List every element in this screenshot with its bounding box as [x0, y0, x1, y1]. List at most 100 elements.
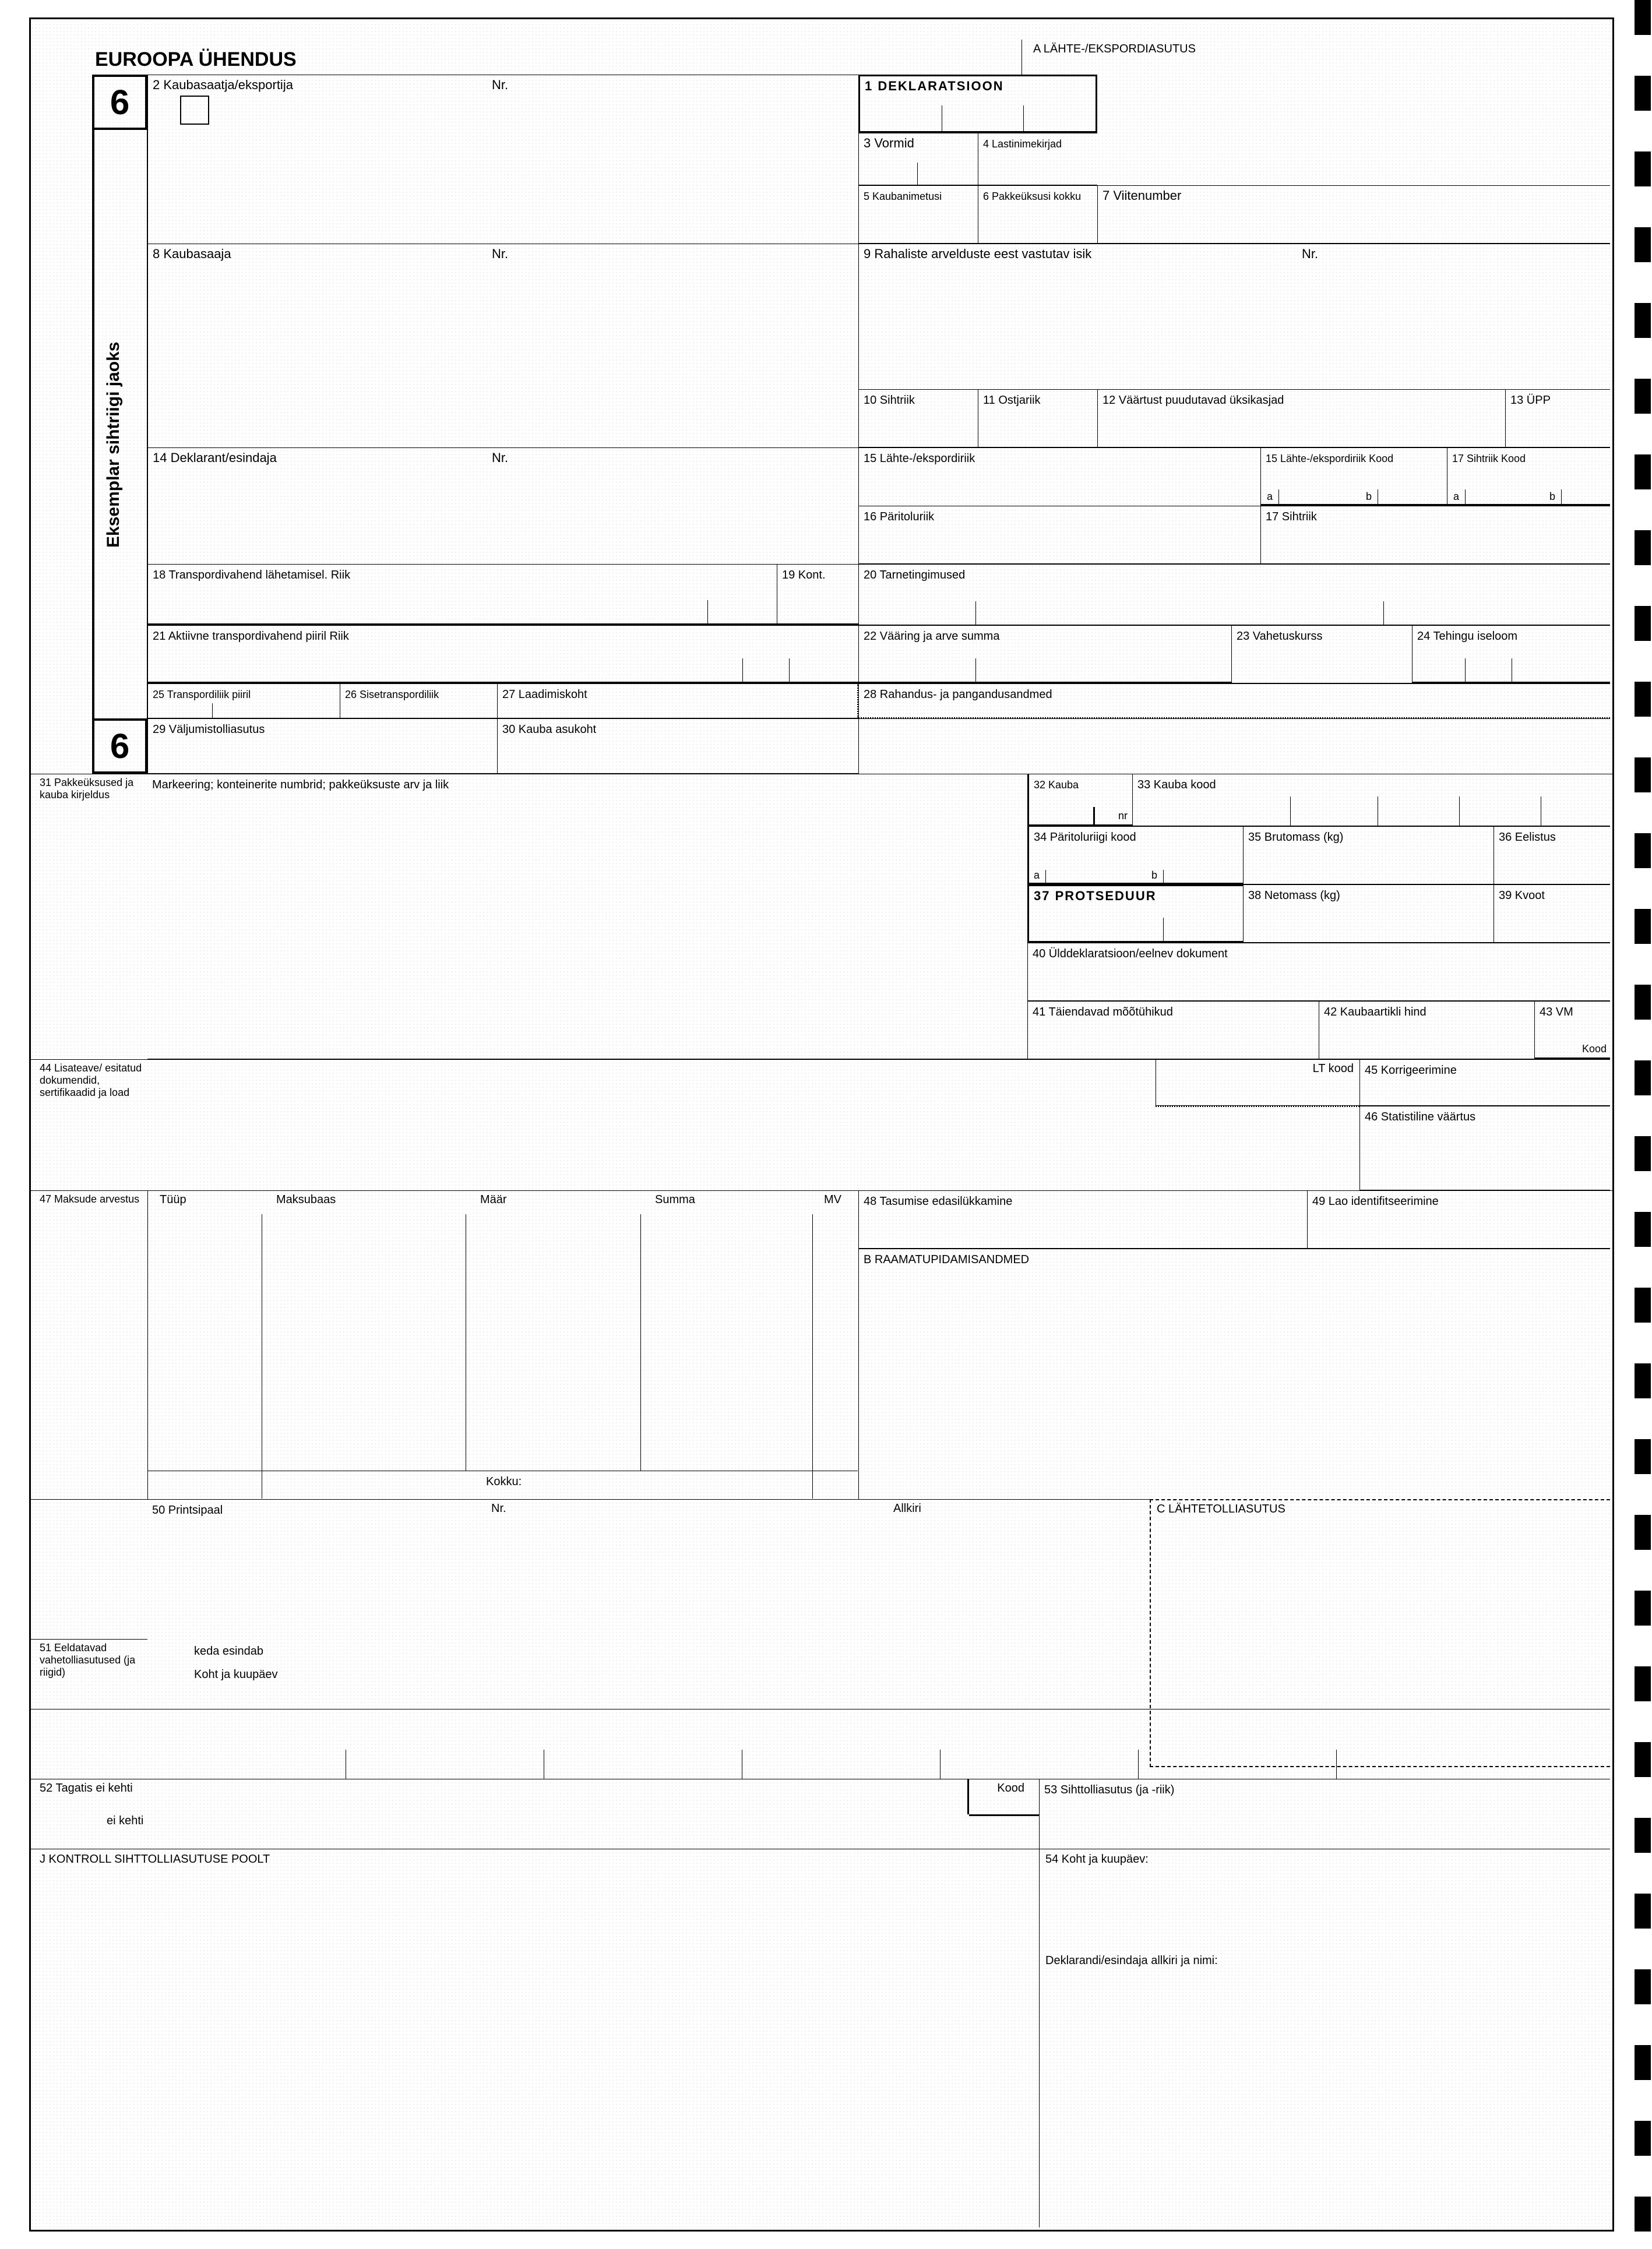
box-3[interactable]: 3 Vormid	[858, 133, 978, 185]
box-28[interactable]: 28 Rahandus- ja pangandusandmed	[858, 683, 1610, 718]
form-page: EUROOPA ÜHENDUS A LÄHTE-/EKSPORDIASUTUS …	[29, 17, 1614, 2232]
box-54[interactable]: 54 Koht ja kuupäev: Deklarandi/esindaja …	[1039, 1849, 1610, 2227]
box-4[interactable]: 4 Lastinimekirjad	[978, 133, 1097, 185]
box-14[interactable]: 14 Deklarant/esindaja Nr.	[147, 447, 858, 564]
box-20[interactable]: 20 Tarnetingimused	[858, 564, 1610, 625]
box-42-label: 42 Kaubaartikli hind	[1324, 1006, 1426, 1018]
box-27-label: 27 Laadimiskoht	[502, 688, 587, 701]
box-8[interactable]: 8 Kaubasaaja Nr.	[147, 244, 858, 447]
box-29[interactable]: 29 Väljumistolliasutus	[147, 718, 497, 774]
box-53-label: 53 Sihttolliasutus (ja -riik)	[1044, 1783, 1174, 1796]
box-7-label: 7 Viitenumber	[1102, 188, 1181, 203]
box-25[interactable]: 25 Transpordiliik piiril	[147, 683, 340, 718]
box-19[interactable]: 19 Kont.	[777, 564, 858, 625]
box-32-label: 32 Kauba	[1034, 779, 1079, 791]
box-50[interactable]: 50 Printsipaal Nr. Allkiri	[147, 1499, 1150, 1656]
box-2[interactable]: 2 Kaubasaatja/eksportija Nr.	[147, 75, 858, 244]
box-47-table[interactable]: Tüüp Maksubaas Määr Summa MV Kokku:	[147, 1190, 858, 1499]
box-9[interactable]: 9 Rahaliste arvelduste eest vastutav isi…	[858, 244, 1610, 389]
doc-title: EUROOPA ÜHENDUS	[95, 48, 297, 71]
sub-b-15: b	[1366, 491, 1372, 503]
box-52-kood: Kood	[997, 1782, 1024, 1795]
box-8-nr: Nr.	[492, 246, 508, 262]
box-15a[interactable]: 15 Lähte-/ekspordiriik Kood a b	[1260, 447, 1447, 506]
box-19-label: 19 Kont.	[782, 569, 826, 581]
copy-number-bottom-val: 6	[110, 727, 129, 766]
box-c-label: C LÄHTETOLLIASUTUS	[1157, 1503, 1285, 1516]
box-43[interactable]: 43 VM Kood	[1534, 1001, 1610, 1059]
box-13[interactable]: 13 ÜPP	[1505, 389, 1610, 447]
kokku-label: Kokku:	[486, 1475, 522, 1489]
side-label: Eksemplar sihtriigi jaoks	[104, 299, 124, 590]
box-32[interactable]: 32 Kauba nr	[1027, 774, 1132, 826]
box-49-label: 49 Lao identifitseerimine	[1312, 1195, 1439, 1208]
box-39[interactable]: 39 Kvoot	[1494, 884, 1610, 943]
box-52[interactable]: 52 Tagatis ei kehti ei kehti Kood	[31, 1779, 1039, 1849]
box-24[interactable]: 24 Tehingu iseloom	[1412, 625, 1610, 683]
box-48[interactable]: 48 Tasumise edasilükkamine	[858, 1190, 1307, 1249]
box-38-label: 38 Netomass (kg)	[1248, 889, 1340, 902]
box-44b[interactable]	[1156, 1106, 1359, 1190]
box-2-label: 2 Kaubasaatja/eksportija	[153, 77, 293, 92]
box-21[interactable]: 21 Aktiivne transpordivahend piiril Riik	[147, 625, 858, 683]
box-31[interactable]: Markeering; konteinerite numbrid; pakkeü…	[147, 774, 1027, 1059]
box-44-lt-label: LT kood	[1313, 1062, 1354, 1076]
box-44[interactable]	[147, 1059, 1156, 1190]
box-46[interactable]: 46 Statistiline väärtus	[1359, 1106, 1610, 1190]
box-12[interactable]: 12 Väärtust puudutavad üksikasjad	[1097, 389, 1505, 447]
box-2-nr: Nr.	[492, 77, 508, 93]
box-53[interactable]: 53 Sihttolliasutus (ja -riik)	[1039, 1779, 1610, 1849]
box-7[interactable]: 7 Viitenumber	[1097, 185, 1610, 244]
box-52b-label: ei kehti	[107, 1814, 143, 1828]
box-52-label: 52 Tagatis ei kehti	[40, 1782, 133, 1795]
box-45[interactable]: 45 Korrigeerimine	[1359, 1059, 1610, 1106]
box-43-label: 43 VM	[1540, 1006, 1573, 1018]
box-37[interactable]: 37 PROTSEDUUR	[1027, 884, 1243, 943]
box-23-label: 23 Vahetuskurss	[1237, 630, 1323, 643]
box-34-label: 34 Päritoluriigi kood	[1034, 831, 1136, 844]
box-51[interactable]	[147, 1709, 1610, 1779]
box-47-label: 47 Maksude arvestus	[40, 1193, 145, 1205]
box-34[interactable]: 34 Päritoluriigi kood a b	[1027, 826, 1243, 884]
box-15[interactable]: 15 Lähte-/ekspordiriik	[858, 447, 1260, 506]
box-42[interactable]: 42 Kaubaartikli hind	[1319, 1001, 1534, 1059]
box-27[interactable]: 27 Laadimiskoht	[497, 683, 858, 718]
box-21-label: 21 Aktiivne transpordivahend piiril Riik	[153, 630, 349, 643]
box-23[interactable]: 23 Vahetuskurss	[1231, 625, 1412, 683]
col-mv: MV	[824, 1193, 841, 1207]
box-5[interactable]: 5 Kaubanimetusi	[858, 185, 978, 244]
box-1[interactable]: 1 DEKLARATSIOON	[858, 75, 1097, 133]
sub-a-34: a	[1034, 869, 1040, 882]
copy-number-top-val: 6	[110, 83, 129, 122]
box-33[interactable]: 33 Kauba kood	[1132, 774, 1610, 826]
box-30[interactable]: 30 Kauba asukoht	[497, 718, 858, 774]
box-b-label: B RAAMATUPIDAMISANDMED	[864, 1253, 1029, 1266]
box-38[interactable]: 38 Netomass (kg)	[1243, 884, 1494, 943]
box-9-nr: Nr.	[1302, 246, 1318, 262]
box-44-lt[interactable]: LT kood	[1156, 1059, 1359, 1106]
box-28b[interactable]	[858, 718, 1610, 774]
sub-b-17: b	[1549, 491, 1555, 503]
box-6-label: 6 Pakkeüksusi kokku	[983, 191, 1081, 202]
sub-b-34: b	[1151, 869, 1157, 882]
perforation-strip	[1635, 0, 1652, 2249]
box-6[interactable]: 6 Pakkeüksusi kokku	[978, 185, 1097, 244]
box-22[interactable]: 22 Vääring ja arve summa	[858, 625, 1231, 683]
box-j[interactable]: J KONTROLL SIHTTOLLIASUTUSE POOLT	[31, 1849, 1039, 2227]
box-26[interactable]: 26 Sisetranspordiliik	[340, 683, 497, 718]
box-35[interactable]: 35 Brutomass (kg)	[1243, 826, 1494, 884]
box-41[interactable]: 41 Täiendavad mõõtühikud	[1027, 1001, 1319, 1059]
box-11[interactable]: 11 Ostjariik	[978, 389, 1097, 447]
box-16[interactable]: 16 Päritoluriik	[858, 506, 1260, 564]
box-49[interactable]: 49 Lao identifitseerimine	[1307, 1190, 1610, 1249]
box-40[interactable]: 40 Ülddeklaratsioon/eelnev dokument	[1027, 943, 1610, 1001]
box-36[interactable]: 36 Eelistus	[1494, 826, 1610, 884]
box-b[interactable]: B RAAMATUPIDAMISANDMED	[858, 1249, 1610, 1499]
box-17[interactable]: 17 Sihtriik	[1260, 506, 1610, 564]
box-18[interactable]: 18 Transpordivahend lähetamisel. Riik	[147, 564, 777, 625]
box-33-label: 33 Kauba kood	[1137, 778, 1216, 791]
box-17a[interactable]: 17 Sihtriik Kood a b	[1447, 447, 1610, 506]
box-a-label: A LÄHTE-/EKSPORDIASUTUS	[1033, 43, 1196, 56]
box-10[interactable]: 10 Sihtriik	[858, 389, 978, 447]
box-4-label: 4 Lastinimekirjad	[983, 138, 1062, 150]
